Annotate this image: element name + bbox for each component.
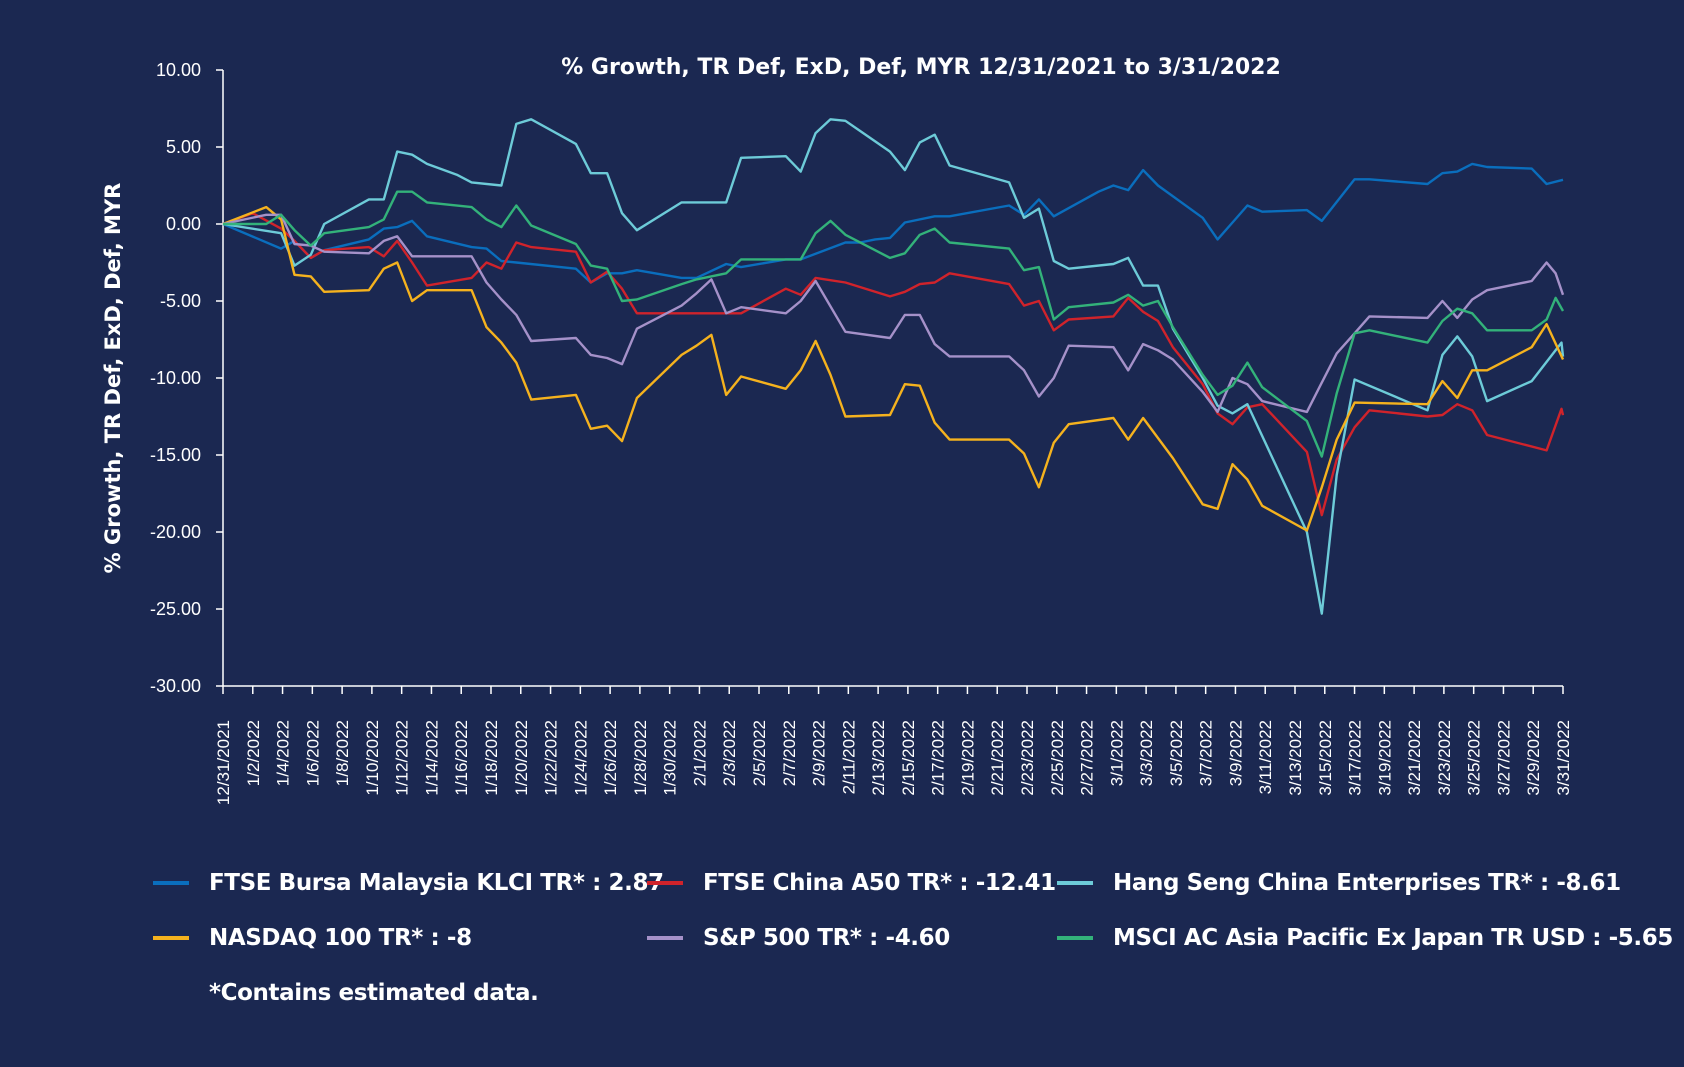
legend-label-sp500: S&P 500 TR* : -4.60	[703, 925, 950, 951]
x-tick-label: 1/20/2022	[512, 720, 531, 796]
x-tick-label: 1/6/2022	[303, 720, 322, 786]
y-tick-label: 5.00	[166, 137, 201, 157]
x-tick-label: 2/27/2022	[1078, 720, 1097, 796]
x-tick-label: 2/23/2022	[1018, 720, 1037, 796]
legend-swatch-msci	[1057, 936, 1093, 940]
legend-label-hscei: Hang Seng China Enterprises TR* : -8.61	[1113, 870, 1621, 896]
x-tick-label: 12/31/2021	[214, 720, 233, 805]
legend-swatch-nasdaq	[153, 936, 189, 940]
x-tick-label: 2/21/2022	[988, 720, 1007, 796]
x-tick-label: 2/11/2022	[839, 720, 858, 794]
legend-item-klci[interactable]: FTSE Bursa Malaysia KLCI TR* : 2.87	[153, 870, 664, 896]
legend-item-hscei[interactable]: Hang Seng China Enterprises TR* : -8.61	[1057, 870, 1621, 896]
series-line-3	[222, 205, 1565, 532]
x-tick-label: 2/25/2022	[1048, 720, 1067, 796]
x-tick-label: 3/29/2022	[1524, 720, 1543, 796]
chart-title: % Growth, TR Def, ExD, Def, MYR 12/31/20…	[561, 55, 1281, 80]
y-axis: 10.00 5.00 0.00 -5.00 -10.00 -15.00 -20.00 -25.…	[150, 60, 224, 696]
y-tick-label: 10.00	[156, 60, 201, 80]
x-tick-label: 1/24/2022	[571, 720, 590, 796]
x-tick-label: 2/7/2022	[780, 720, 799, 786]
y-tick-label: -5.00	[160, 291, 201, 311]
legend-item-nasdaq[interactable]: NASDAQ 100 TR* : -8	[153, 925, 472, 951]
legend-label-a50: FTSE China A50 TR* : -12.41	[703, 870, 1056, 896]
x-tick-label: 3/1/2022	[1107, 720, 1126, 786]
x-tick-label: 1/28/2022	[631, 720, 650, 796]
x-tick-label: 1/4/2022	[274, 720, 293, 786]
x-tick-label: 2/9/2022	[810, 720, 829, 786]
legend-item-a50[interactable]: FTSE China A50 TR* : -12.41	[647, 870, 1056, 896]
x-tick-label: 3/11/2022	[1256, 720, 1275, 794]
x-tick-label: 1/18/2022	[482, 720, 501, 796]
x-tick-label: 3/5/2022	[1167, 720, 1186, 786]
series-line-5	[223, 190, 1565, 458]
y-tick-label: -15.00	[150, 445, 201, 465]
x-tick-label: 1/26/2022	[601, 720, 620, 796]
x-tick-label: 1/10/2022	[363, 720, 382, 796]
y-tick-label: -10.00	[150, 368, 201, 388]
y-tick-label: 0.00	[166, 214, 201, 234]
x-tick-label: 2/5/2022	[750, 720, 769, 786]
x-tick-label: 3/17/2022	[1346, 720, 1365, 796]
x-tick-label: 1/22/2022	[542, 720, 561, 796]
x-tick-label: 3/9/2022	[1226, 720, 1245, 786]
x-tick-label: 3/23/2022	[1435, 720, 1454, 796]
x-tick-label: 2/1/2022	[690, 720, 709, 786]
x-tick-label: 2/17/2022	[929, 720, 948, 796]
x-tick-label: 3/3/2022	[1137, 720, 1156, 786]
legend-label-klci: FTSE Bursa Malaysia KLCI TR* : 2.87	[209, 870, 664, 896]
x-tick-label: 1/12/2022	[393, 720, 412, 796]
x-tick-label: 3/19/2022	[1375, 720, 1394, 796]
x-tick-label: 2/19/2022	[958, 720, 977, 796]
legend-swatch-sp500	[647, 936, 683, 940]
footnote: *Contains estimated data.	[209, 980, 539, 1006]
x-tick-label: 3/7/2022	[1197, 720, 1216, 786]
x-tick-label: 1/2/2022	[244, 720, 263, 786]
x-tick-label: 2/3/2022	[720, 720, 739, 786]
x-tick-label: 2/13/2022	[869, 720, 888, 796]
series-line-1	[222, 211, 1565, 517]
y-tick-label: -30.00	[150, 676, 201, 696]
legend-label-nasdaq: NASDAQ 100 TR* : -8	[209, 925, 472, 951]
series-line-0	[222, 162, 1564, 284]
legend-swatch-klci	[153, 881, 189, 885]
series-line-2	[222, 118, 1565, 615]
series-group	[222, 118, 1565, 615]
x-tick-label: 3/15/2022	[1316, 720, 1335, 796]
series-line-4	[222, 213, 1565, 414]
x-tick-label: 3/27/2022	[1494, 720, 1513, 796]
x-tick-label: 3/13/2022	[1286, 720, 1305, 796]
x-tick-label: 2/15/2022	[899, 720, 918, 796]
x-tick-label: 1/16/2022	[452, 720, 471, 796]
x-axis: 12/31/2021 1/2/2022 1/4/2022 1/6/2022 1/8/20…	[214, 685, 1573, 805]
x-tick-label: 3/21/2022	[1405, 720, 1424, 796]
y-axis-label: % Growth, TR Def, ExD, Def, MYR	[101, 183, 125, 574]
x-tick-label: 3/31/2022	[1554, 720, 1573, 796]
x-tick-label: 3/25/2022	[1465, 720, 1484, 796]
y-tick-label: -20.00	[150, 522, 201, 542]
y-tick-label: -25.00	[150, 599, 201, 619]
legend-item-msci[interactable]: MSCI AC Asia Pacific Ex Japan TR USD : -…	[1057, 925, 1673, 951]
x-tick-label: 1/14/2022	[422, 720, 441, 796]
x-tick-label: 1/30/2022	[661, 720, 680, 796]
legend-label-msci: MSCI AC Asia Pacific Ex Japan TR USD : -…	[1113, 925, 1673, 951]
legend-swatch-a50	[647, 881, 683, 885]
legend-swatch-hscei	[1057, 881, 1093, 885]
x-tick-label: 1/8/2022	[333, 720, 352, 786]
legend-item-sp500[interactable]: S&P 500 TR* : -4.60	[647, 925, 950, 951]
